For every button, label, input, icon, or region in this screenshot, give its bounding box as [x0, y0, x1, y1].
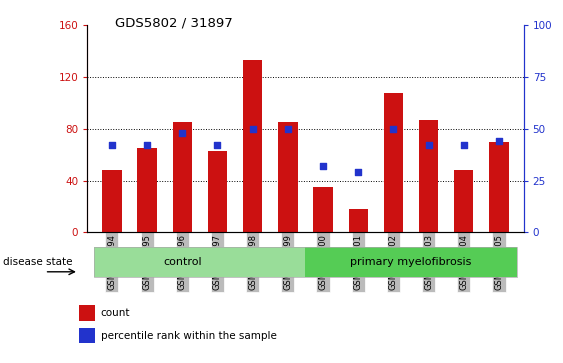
Point: [248, 126, 257, 132]
Bar: [137, 148, 157, 232]
Point: [459, 143, 468, 148]
Bar: [243, 60, 262, 232]
Text: disease state: disease state: [3, 257, 72, 267]
Bar: [278, 122, 297, 232]
Point: [494, 138, 503, 144]
Bar: [348, 209, 368, 232]
Bar: [454, 170, 473, 232]
Bar: [173, 122, 192, 232]
Point: [108, 143, 117, 148]
Point: [178, 130, 187, 136]
Point: [424, 143, 433, 148]
Bar: [79, 305, 95, 321]
Bar: [95, 248, 306, 277]
Text: GDS5802 / 31897: GDS5802 / 31897: [115, 16, 233, 29]
Bar: [489, 142, 508, 232]
Point: [213, 143, 222, 148]
Bar: [305, 248, 517, 277]
Text: percentile rank within the sample: percentile rank within the sample: [101, 331, 276, 341]
Text: primary myelofibrosis: primary myelofibrosis: [350, 257, 472, 267]
Bar: [102, 170, 122, 232]
Point: [142, 143, 151, 148]
Bar: [314, 187, 333, 232]
Bar: [208, 151, 227, 232]
Bar: [384, 93, 403, 232]
Point: [319, 163, 328, 169]
Point: [389, 126, 398, 132]
Bar: [419, 120, 438, 232]
Point: [354, 170, 363, 175]
Text: count: count: [101, 308, 130, 318]
Text: control: control: [163, 257, 202, 267]
Point: [283, 126, 292, 132]
Bar: [79, 328, 95, 343]
